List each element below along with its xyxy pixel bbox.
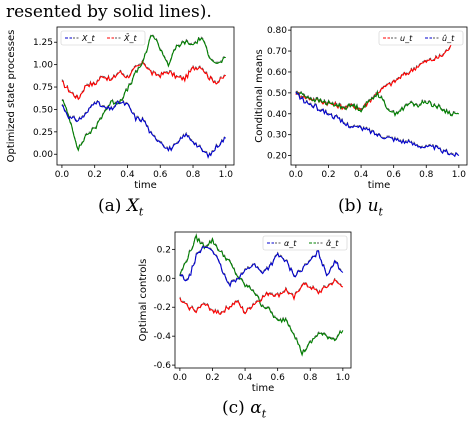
series-estimate-line-2 [61,33,225,151]
legend-entry: α̂_t [326,238,339,248]
y-axis-label: Conditional means [254,49,265,142]
x-tick-label: 0.0 [289,170,304,180]
caption-c-label: (c) [222,398,245,418]
series-estimate-line-3 [295,90,458,156]
y-tick-label: -0.4 [153,332,171,342]
legend-entry: û_t [442,33,455,43]
legend-entry: α_t [284,239,297,248]
chart-3: 0.0 0.2 0.4 0.6 0.8 1.0 -0.6 -0.4 -0.2 0.0 0.2 time… [138,231,352,394]
y-tick-label: 0.70 [267,47,287,57]
series-line-2 [61,34,226,152]
caption-c-sub: t [261,407,267,421]
chart-1: 0.0 0.2 0.4 0.6 0.8 1.0 0.00 0.25 0.50 0.75 1.00 1.… [6,26,235,191]
legend-box [262,235,348,251]
y-tick-label: 0.20 [267,152,287,162]
y-tick-label: 0.30 [267,131,287,141]
y-tick-label: 0.2 [157,245,171,255]
caption-a: (a) Xt [98,196,143,218]
x-tick-label: 0.4 [238,373,253,383]
y-tick-label: -0.6 [153,361,171,371]
x-tick-label: 0.2 [321,170,335,180]
series-estimate-line-1 [61,59,225,99]
top-text-fragment: resented by solid lines). [6,2,212,22]
plot-frame [290,26,468,166]
caption-a-var: X [126,196,139,216]
x-tick-label: 0.2 [88,170,102,180]
legend-box [378,30,464,46]
caption-a-label: (a) [98,196,122,216]
series-estimate-line-1 [179,233,342,356]
y-tick-label: 0.80 [267,26,287,36]
x-tick-label: 1.0 [336,373,351,383]
y-tick-label: 0.75 [33,83,53,93]
x-tick-label: 0.6 [271,373,286,383]
y-tick-label: 1.00 [33,61,53,71]
caption-b-var: u [367,196,379,216]
x-axis-label: time [134,180,157,191]
y-tick-label: 0.60 [267,68,287,78]
x-tick-label: 0.8 [419,170,434,180]
y-tick-label: 0.25 [33,128,53,138]
plot-frame [56,26,235,166]
x-tick-label: 0.8 [186,170,201,180]
x-tick-label: 0.6 [387,170,402,180]
x-tick-label: 0.2 [205,373,219,383]
x-tick-label: 0.4 [120,170,135,180]
legend-box [60,30,146,46]
legend-entry: u_t [400,34,413,43]
y-tick-label: 0.00 [33,150,53,160]
series-line-3 [61,100,226,160]
x-axis-label: time [252,383,275,394]
y-tick-label: 0.0 [157,274,172,284]
x-tick-label: 1.0 [219,170,234,180]
chart-2: 0.0 0.2 0.4 0.6 0.8 1.0 0.20 0.30 0.40 0.50 0.60 0.… [254,26,468,191]
series-line-2 [179,245,344,288]
y-tick-label: 0.50 [33,105,53,115]
series-line-1 [61,60,226,101]
series-estimate-line-2 [179,244,342,287]
y-tick-label: 1.25 [33,38,53,48]
caption-c-var: α [250,398,262,418]
caption-b: (b) ut [338,196,383,218]
y-axis-label: Optimal controls [138,259,149,342]
x-tick-label: 0.6 [153,170,168,180]
series-line-3 [179,278,344,315]
y-tick-label: 0.40 [267,110,287,120]
x-tick-label: 0.8 [303,373,318,383]
y-tick-label: 0.50 [267,89,287,99]
plot-frame [174,231,352,369]
caption-a-sub: t [138,205,144,219]
series-line-3 [295,91,460,158]
legend-entry: X_t [81,34,95,43]
x-tick-label: 0.4 [354,170,369,180]
x-tick-label: 1.0 [452,170,467,180]
x-tick-label: 0.0 [173,373,188,383]
y-axis-label: Optimized state processes [6,30,17,163]
series-estimate-line-3 [179,277,342,314]
legend-entry: X̄_t [123,33,137,43]
x-tick-label: 0.0 [55,170,70,180]
caption-c: (c) αt [222,398,266,420]
x-axis-label: time [368,180,391,191]
series-estimate-line-3 [61,99,225,158]
series-line-1 [295,31,460,111]
series-line-2 [295,89,460,118]
y-tick-label: -0.2 [153,303,171,313]
caption-b-sub: t [378,205,383,219]
caption-b-label: (b) [338,196,363,216]
